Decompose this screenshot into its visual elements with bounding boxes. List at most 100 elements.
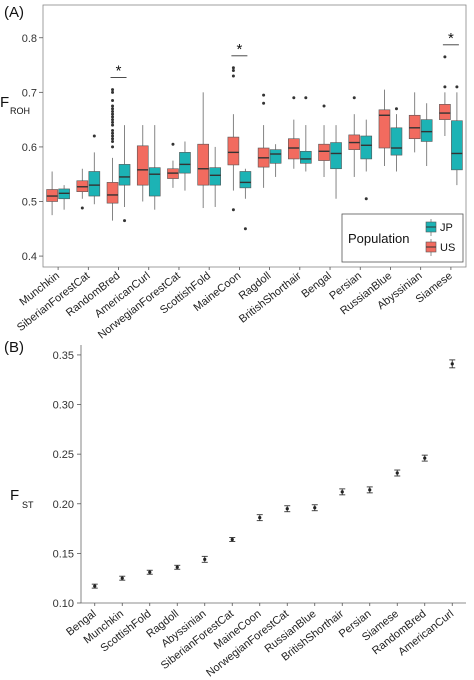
y-tick-label: 0.4 bbox=[22, 251, 37, 263]
outlier-point bbox=[364, 197, 368, 201]
outlier-point bbox=[80, 206, 84, 210]
outlier-point bbox=[111, 137, 115, 141]
y-tick-label: 0.20 bbox=[53, 499, 74, 511]
boxplot-panel: 0.40.50.60.70.8MunchkinSiberianForestCat… bbox=[15, 4, 467, 341]
outlier-point bbox=[262, 101, 266, 105]
significance-star: * bbox=[236, 41, 242, 58]
fst-point bbox=[395, 471, 399, 475]
outlier-point bbox=[292, 96, 296, 100]
box-jp bbox=[360, 135, 373, 160]
y-tick-label: 0.7 bbox=[22, 87, 37, 99]
box-jp bbox=[88, 171, 101, 197]
outlier-point bbox=[111, 112, 115, 116]
box-jp bbox=[179, 152, 191, 174]
outlier-point bbox=[455, 85, 459, 89]
fst-point bbox=[285, 507, 289, 511]
box-jp bbox=[330, 142, 342, 170]
legend-label-jp: JP bbox=[440, 222, 453, 234]
outlier-point bbox=[111, 145, 115, 149]
legend-box bbox=[341, 213, 464, 263]
fst-point bbox=[340, 490, 344, 494]
y-tick-label: 0.5 bbox=[22, 197, 37, 209]
outlier-point bbox=[111, 134, 115, 138]
y-tick-label: 0.6 bbox=[22, 142, 37, 154]
y-tick-label: 0.30 bbox=[53, 400, 74, 412]
outlier-point bbox=[111, 115, 115, 119]
outlier-point bbox=[111, 109, 115, 113]
outlier-point bbox=[111, 88, 115, 92]
fst-point bbox=[93, 584, 97, 588]
box-jp bbox=[239, 171, 252, 189]
outlier-point bbox=[443, 85, 447, 89]
outlier-point bbox=[231, 69, 235, 72]
outlier-point bbox=[123, 219, 127, 223]
outlier-point bbox=[262, 93, 266, 97]
outlier-point bbox=[111, 104, 115, 108]
outlier-point bbox=[352, 96, 356, 100]
y-tick-label: 0.25 bbox=[53, 449, 74, 461]
outlier-point bbox=[111, 118, 115, 122]
outlier-point bbox=[111, 120, 115, 124]
fst-point bbox=[120, 576, 124, 580]
legend-label-us: US bbox=[440, 242, 455, 254]
outlier-point bbox=[111, 123, 115, 127]
box-us bbox=[439, 104, 451, 120]
fst-point bbox=[148, 570, 152, 574]
significance-star: * bbox=[116, 63, 122, 80]
fst-axis-subscript: ST bbox=[22, 500, 34, 510]
outlier-point bbox=[231, 208, 235, 212]
y-tick-label: 0.35 bbox=[53, 350, 74, 362]
fst-point bbox=[313, 506, 317, 510]
outlier-point bbox=[443, 55, 447, 59]
outlier-point bbox=[111, 139, 115, 143]
panel-a-label: (A) bbox=[4, 4, 24, 21]
box-us bbox=[106, 182, 119, 204]
legend-title: Population bbox=[348, 231, 409, 246]
y-tick-label: 0.8 bbox=[22, 33, 37, 45]
scatter-panel: 0.100.150.200.250.300.35BengalMunchkinSc… bbox=[53, 345, 466, 679]
outlier-point bbox=[243, 227, 247, 231]
outlier-point bbox=[171, 142, 175, 146]
fst-point bbox=[258, 516, 262, 520]
box-us bbox=[197, 143, 209, 186]
box-jp bbox=[300, 150, 312, 164]
fst-point bbox=[175, 565, 179, 569]
outlier-point bbox=[92, 134, 96, 138]
box-jp bbox=[390, 127, 403, 156]
outlier-point bbox=[322, 104, 326, 108]
y-tick-label: 0.10 bbox=[53, 598, 74, 610]
outlier-point bbox=[111, 90, 115, 94]
panel-b-label: (B) bbox=[4, 339, 24, 356]
outlier-point bbox=[111, 131, 115, 135]
box-us bbox=[136, 145, 149, 186]
box-us bbox=[378, 109, 391, 149]
fst-point bbox=[230, 537, 234, 542]
outlier-point bbox=[111, 99, 115, 103]
box-us bbox=[288, 138, 300, 160]
box-jp bbox=[148, 167, 161, 197]
froh-axis-label: F bbox=[0, 94, 9, 111]
box-us bbox=[227, 136, 240, 166]
outlier-point bbox=[394, 107, 398, 111]
fst-point bbox=[203, 557, 207, 561]
outlier-point bbox=[304, 96, 308, 100]
fst-point bbox=[423, 456, 427, 460]
fst-point bbox=[368, 488, 372, 492]
outlier-point bbox=[111, 107, 115, 111]
outlier-point bbox=[111, 129, 115, 133]
box-us bbox=[408, 114, 421, 140]
box-jp bbox=[209, 167, 221, 186]
box-jp bbox=[420, 119, 433, 142]
box-us bbox=[318, 143, 330, 161]
box-jp bbox=[451, 120, 463, 171]
outlier-point bbox=[231, 74, 235, 78]
box-jp bbox=[269, 149, 282, 164]
fst-axis-label: F bbox=[10, 487, 19, 504]
fst-point bbox=[450, 362, 454, 366]
froh-axis-subscript: ROH bbox=[10, 106, 30, 116]
y-tick-label: 0.15 bbox=[53, 548, 74, 560]
significance-star: * bbox=[448, 30, 454, 47]
outlier-point bbox=[231, 66, 235, 70]
box-jp bbox=[118, 164, 131, 186]
